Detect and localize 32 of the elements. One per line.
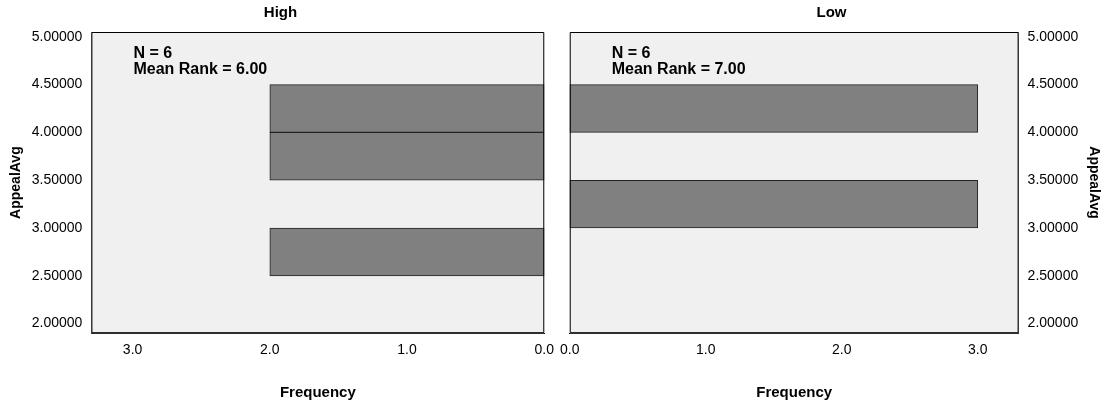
y-tick-label: 3.50000 bbox=[1027, 171, 1079, 188]
annotation: N = 6 bbox=[611, 44, 651, 62]
annotation: Mean Rank = 6.00 bbox=[133, 60, 268, 78]
x-tick-label: 3.0 bbox=[122, 341, 143, 358]
y-tick-label: 4.00000 bbox=[31, 123, 83, 140]
y-tick-label: 5.00000 bbox=[31, 27, 83, 44]
y-tick-label: 4.50000 bbox=[1027, 75, 1079, 92]
x-tick-label: 1.0 bbox=[696, 341, 716, 358]
y-tick-label: 5.00000 bbox=[1027, 27, 1079, 44]
y-tick-label: 3.50000 bbox=[31, 171, 83, 188]
y-tick-label: 2.50000 bbox=[31, 266, 83, 283]
x-tick-label: 3.0 bbox=[968, 341, 988, 358]
y-tick-label: 3.00000 bbox=[31, 218, 83, 235]
chart-title: High bbox=[263, 3, 298, 21]
y-tick-label: 2.00000 bbox=[1027, 314, 1079, 331]
annotation: N = 6 bbox=[133, 44, 173, 62]
y-axis-title: AppealAvg bbox=[7, 146, 24, 219]
y-tick-label: 4.00000 bbox=[1027, 123, 1079, 140]
x-tick-label: 0.0 bbox=[534, 341, 555, 358]
annotation: Mean Rank = 7.00 bbox=[611, 60, 746, 78]
x-axis-title: Frequency bbox=[279, 383, 357, 401]
y-tick-label: 2.00000 bbox=[31, 314, 83, 331]
y-tick-label: 4.50000 bbox=[31, 75, 83, 92]
chart-title: Low bbox=[816, 3, 847, 21]
x-tick-label: 2.0 bbox=[260, 341, 280, 358]
x-tick-label: 2.0 bbox=[832, 341, 852, 358]
y-tick-label: 2.50000 bbox=[1027, 266, 1079, 283]
x-tick-label: 0.0 bbox=[560, 341, 580, 358]
y-axis-title: AppealAvg bbox=[1086, 146, 1103, 219]
x-tick-label: 1.0 bbox=[397, 341, 417, 358]
x-axis-title: Frequency bbox=[756, 383, 833, 401]
y-tick-label: 3.00000 bbox=[1027, 218, 1079, 235]
